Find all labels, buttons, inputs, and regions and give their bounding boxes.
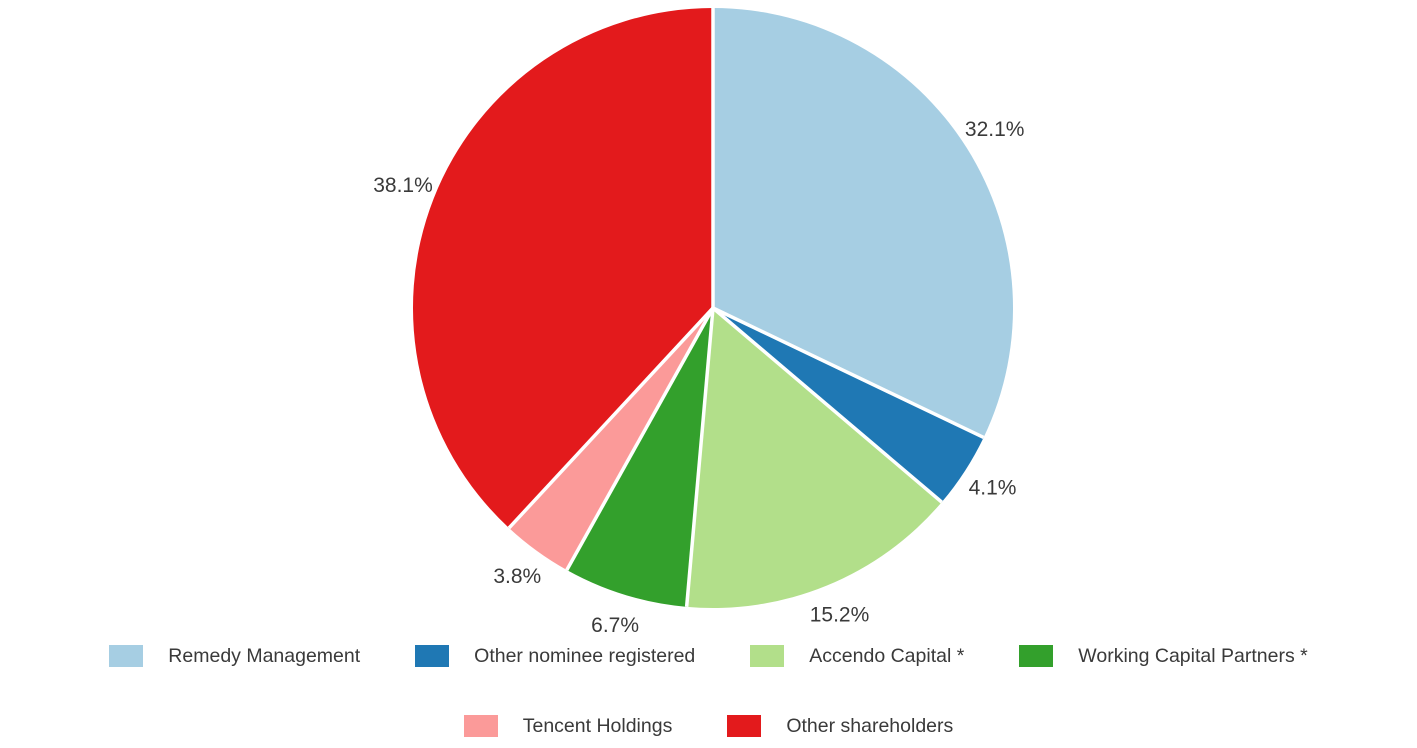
value-label-3: 6.7% (591, 614, 639, 637)
value-label-2: 15.2% (810, 604, 870, 627)
chart-legend: Remedy Management Other nominee registere… (0, 645, 1417, 737)
legend-label-0: Remedy Management (168, 645, 361, 667)
legend-label-3: Working Capital Partners * (1078, 645, 1308, 667)
pie-slice-0 (713, 8, 1014, 438)
legend-swatch-3 (1019, 645, 1054, 667)
pie-separators (507, 8, 985, 607)
legend-item-5: Other shareholders (727, 715, 953, 737)
pie-slice-2 (686, 308, 942, 609)
legend-item-0: Remedy Management (109, 645, 360, 667)
legend-item-4: Tencent Holdings (463, 715, 673, 737)
legend-label-2: Accendo Capital * (809, 645, 965, 667)
pie-slice-4 (509, 308, 713, 570)
slice-separator-1 (712, 306, 985, 440)
pie-value-labels: 32.1% 4.1% 15.2% 6.7% 3.8% 38.1% (373, 118, 1024, 637)
value-label-5: 38.1% (373, 174, 433, 197)
legend-item-2: Accendo Capital * (750, 645, 964, 667)
pie-slice-5 (412, 8, 713, 528)
legend-label-1: Other nominee registered (474, 645, 696, 667)
slice-separator-5 (507, 306, 715, 530)
value-label-0: 32.1% (965, 118, 1025, 141)
slice-separator-2 (711, 306, 943, 504)
legend-swatch-4 (463, 715, 498, 737)
pie-slices (412, 8, 1014, 609)
value-label-1: 4.1% (969, 477, 1017, 500)
value-label-4: 3.8% (493, 565, 541, 588)
legend-item-1: Other nominee registered (415, 645, 695, 667)
legend-swatch-0 (109, 645, 144, 667)
legend-row-1: Tencent Holdings Other shareholders (0, 715, 1417, 737)
legend-row-0: Remedy Management Other nominee registere… (0, 645, 1417, 667)
slice-separator-4 (565, 307, 715, 571)
legend-swatch-2 (750, 645, 785, 667)
legend-label-4: Tencent Holdings (522, 715, 673, 737)
legend-label-5: Other shareholders (786, 715, 954, 737)
legend-item-3: Working Capital Partners * (1019, 645, 1308, 667)
legend-swatch-1 (415, 645, 450, 667)
pie-slice-1 (713, 308, 984, 503)
legend-swatch-5 (727, 715, 762, 737)
slice-separator-3 (684, 307, 715, 607)
pie-slice-3 (566, 308, 713, 607)
